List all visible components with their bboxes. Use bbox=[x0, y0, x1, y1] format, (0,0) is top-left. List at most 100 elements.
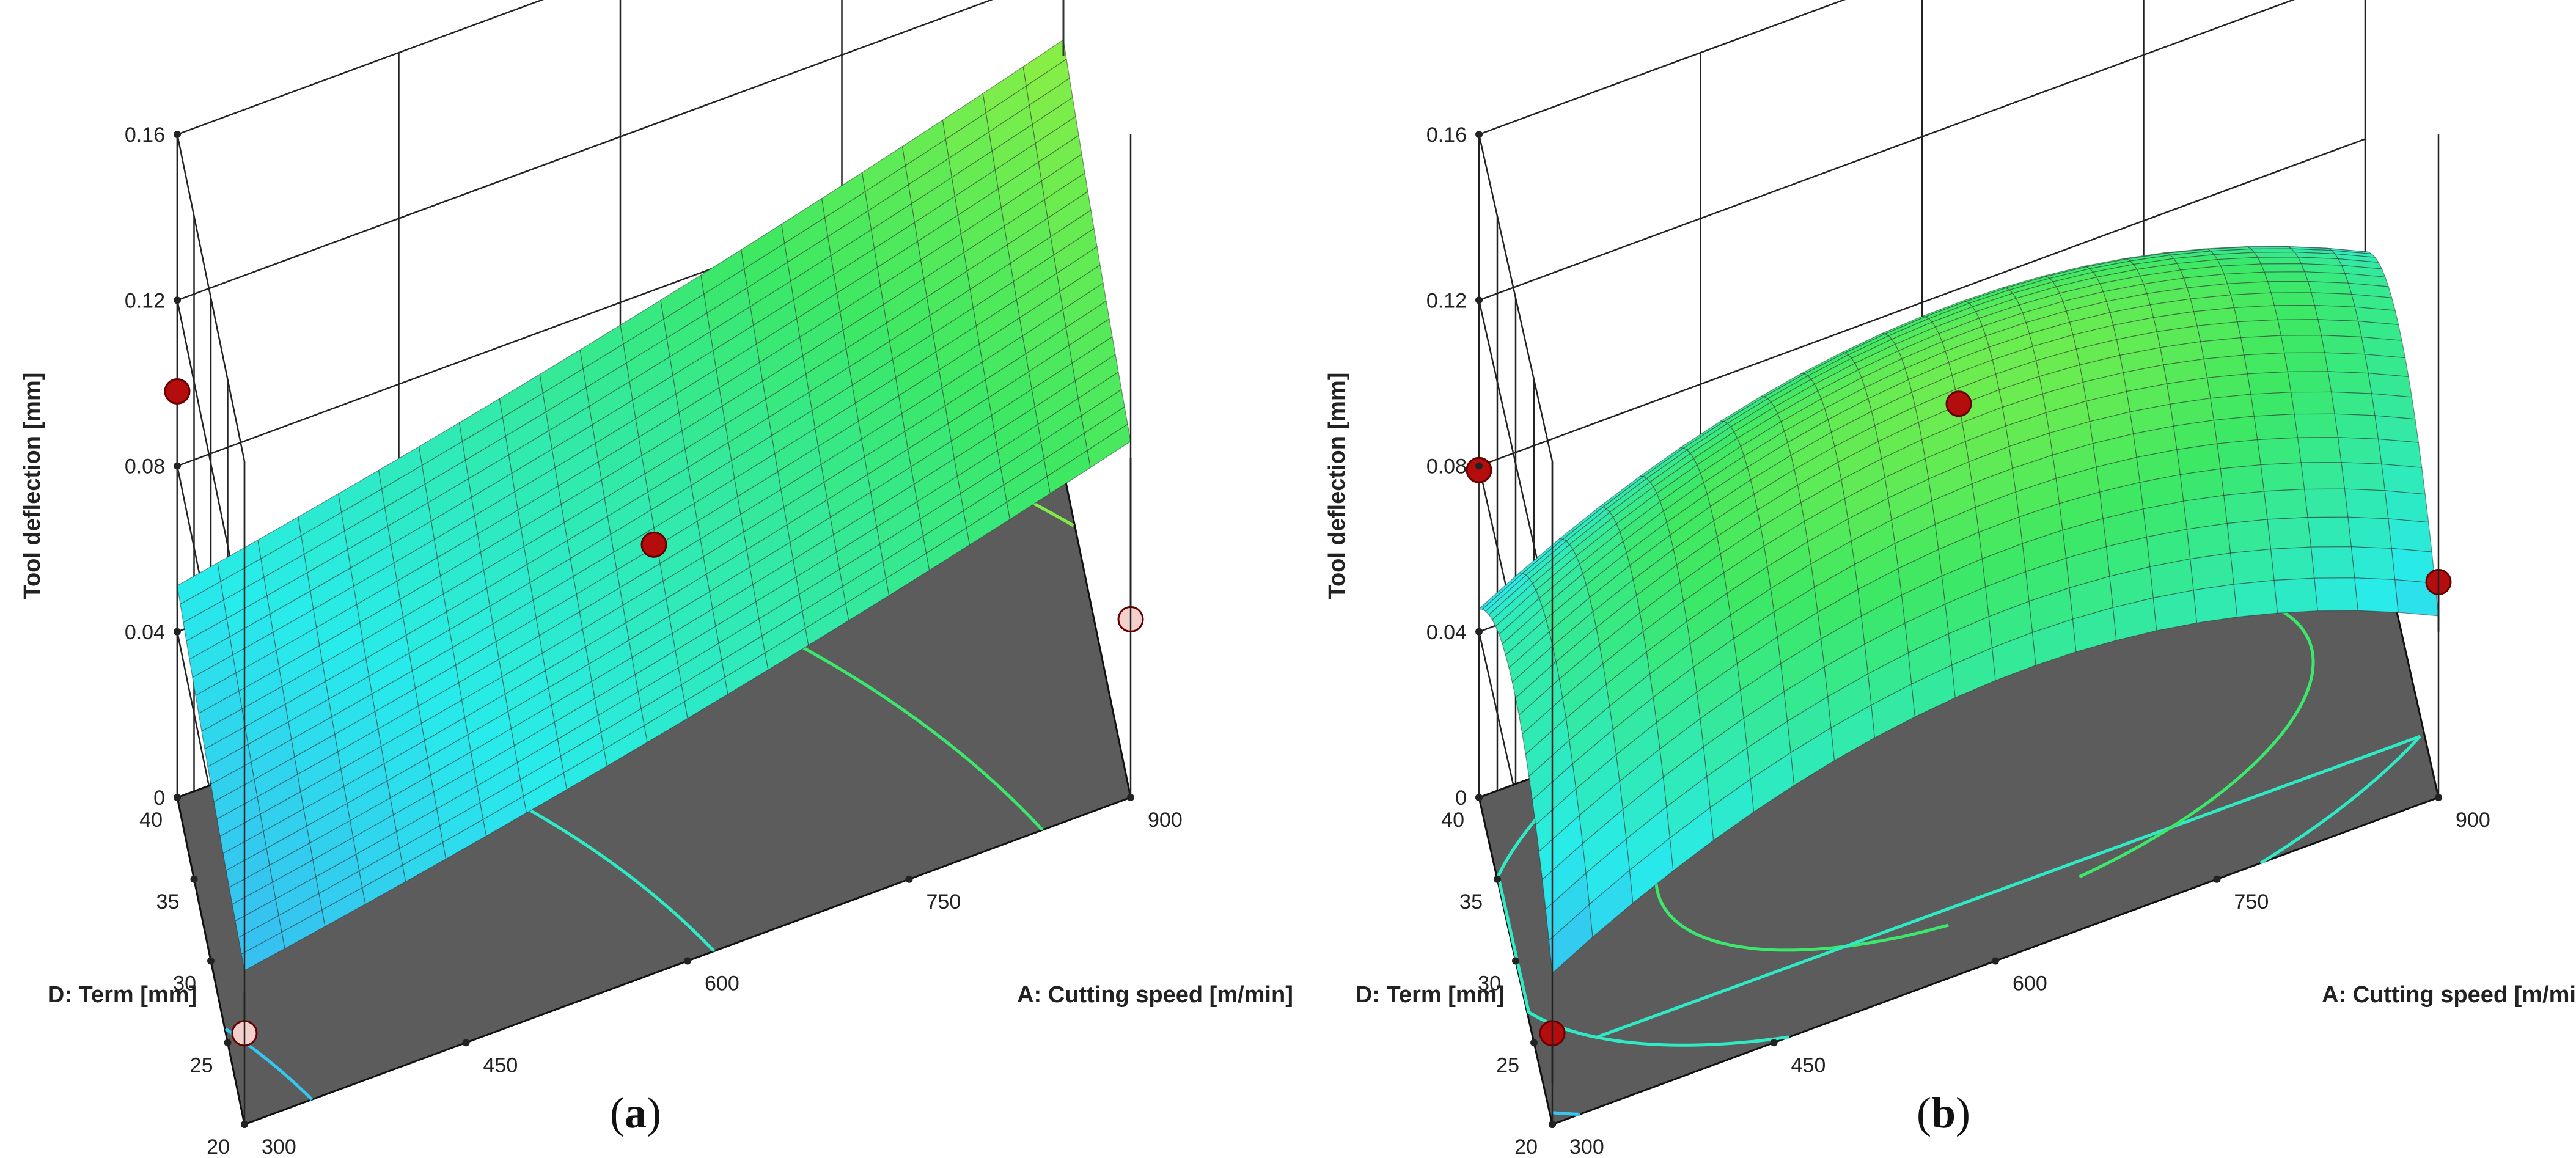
surface-cell bbox=[2240, 335, 2285, 356]
surface-cell bbox=[2314, 304, 2359, 322]
panel-a-letter: a bbox=[625, 1088, 647, 1137]
y-tick-mark bbox=[174, 794, 181, 801]
surface-cell bbox=[2230, 292, 2275, 309]
x-tick-label: 900 bbox=[2456, 808, 2490, 832]
surface-cell bbox=[2314, 577, 2358, 612]
surface-cell bbox=[2233, 579, 2278, 618]
axis-frame: 0 0.04 0.08 0.12 0.16 300 450 600 750 900 20 25 30 35… bbox=[125, 123, 1183, 1158]
surface-cell bbox=[2263, 488, 2308, 520]
surface-cell bbox=[2310, 546, 2355, 579]
x-tick-mark bbox=[684, 957, 691, 965]
design-point-marker bbox=[640, 531, 667, 558]
surface-cell bbox=[2233, 305, 2278, 323]
surface-cell bbox=[2354, 577, 2399, 613]
z-tick-mark bbox=[1475, 131, 1483, 138]
surface-cell bbox=[2260, 462, 2305, 492]
surface-cell bbox=[2330, 391, 2376, 416]
y-tick-mark bbox=[190, 875, 198, 883]
surface-cell bbox=[2253, 252, 2299, 258]
surface-cell bbox=[2277, 319, 2322, 336]
y-tick-label: 25 bbox=[190, 1054, 213, 1077]
surface-cell bbox=[2347, 516, 2392, 549]
surface-cell bbox=[2189, 552, 2234, 591]
z-tick-mark bbox=[1475, 296, 1483, 304]
surface-cell bbox=[2256, 437, 2302, 466]
x-tick-mark bbox=[1992, 957, 1999, 965]
z-tick-label: 0.04 bbox=[1426, 621, 1467, 644]
surface-cell bbox=[2247, 371, 2292, 395]
surface-cell bbox=[2344, 488, 2389, 519]
z-axis-title: Tool deflection [mm] bbox=[20, 373, 45, 599]
surface-cell bbox=[2334, 413, 2379, 440]
z-tick-mark bbox=[1475, 462, 1483, 470]
surface-cell bbox=[2257, 257, 2302, 265]
y-tick-mark bbox=[207, 957, 215, 965]
x-tick-mark bbox=[2213, 875, 2221, 883]
panel-b-chart: 0 0.04 0.08 0.12 0.16 300 450 600 750 900 20 25 30 35… bbox=[1324, 0, 2576, 1158]
x-tick-label: 600 bbox=[705, 972, 739, 995]
z-tick-mark bbox=[174, 131, 181, 138]
y-tick-mark bbox=[241, 1121, 248, 1128]
surface-cell bbox=[2244, 352, 2288, 375]
surface-cell bbox=[2270, 292, 2316, 306]
contour-line bbox=[1552, 1111, 1580, 1116]
surface-cell bbox=[2223, 491, 2268, 524]
y-tick-label: 35 bbox=[1459, 890, 1483, 914]
surface-cell bbox=[2267, 516, 2312, 550]
x-tick-label: 750 bbox=[2234, 890, 2269, 914]
y-tick-mark bbox=[224, 1039, 232, 1047]
y-tick-label: 20 bbox=[207, 1135, 230, 1158]
surface-cell bbox=[2213, 416, 2258, 444]
z-tick-mark bbox=[174, 628, 181, 636]
surface-cell bbox=[2253, 414, 2299, 441]
surface-cell bbox=[2287, 371, 2332, 393]
surface-cell bbox=[2303, 488, 2349, 518]
surface-cell bbox=[2324, 352, 2369, 374]
surface-cell bbox=[2264, 271, 2309, 282]
surface-cell bbox=[2250, 392, 2295, 417]
y-tick-mark bbox=[1549, 1121, 1556, 1128]
z-tick-mark bbox=[174, 462, 181, 470]
surface-cell bbox=[241, 931, 285, 972]
surface-cell bbox=[2384, 490, 2429, 523]
y-tick-label: 30 bbox=[1478, 972, 1501, 995]
surface-cell bbox=[2283, 352, 2328, 373]
z-tick-label: 0.16 bbox=[1426, 123, 1467, 147]
y-axis-title: D: Term [mm] bbox=[1356, 982, 1505, 1008]
surface-cell bbox=[2307, 516, 2352, 548]
surface-cell bbox=[2193, 584, 2238, 624]
z-tick-mark bbox=[174, 296, 181, 304]
x-tick-mark bbox=[2435, 794, 2442, 801]
surface-cell bbox=[2229, 548, 2275, 585]
y-tick-label: 25 bbox=[1496, 1054, 1519, 1077]
x-tick-mark bbox=[1127, 794, 1134, 801]
surface-cell bbox=[2371, 393, 2416, 420]
surface-cell bbox=[2388, 518, 2432, 552]
surface-cell bbox=[2270, 546, 2315, 581]
x-tick-mark bbox=[462, 1039, 470, 1047]
y-tick-label: 35 bbox=[156, 890, 180, 914]
z-tick-label: 0.16 bbox=[125, 123, 165, 147]
z-tick-label: 0 bbox=[153, 786, 165, 810]
y-axis-title: D: Term [mm] bbox=[48, 982, 197, 1008]
x-tick-label: 300 bbox=[1569, 1135, 1604, 1158]
surface-cell bbox=[2377, 438, 2423, 468]
y-tick-label: 40 bbox=[1441, 808, 1464, 832]
design-point-marker bbox=[1466, 456, 1492, 483]
surface-cell bbox=[2341, 462, 2385, 491]
z-tick-label: 0 bbox=[1455, 786, 1467, 810]
surface-cell bbox=[2260, 263, 2305, 273]
surface-cell bbox=[2294, 413, 2339, 438]
response-surface bbox=[1478, 246, 2439, 974]
panel-b-letter: b bbox=[1931, 1088, 1956, 1137]
surface-cell bbox=[2321, 335, 2366, 355]
z-tick-label: 0.12 bbox=[125, 289, 165, 312]
design-point-marker bbox=[1945, 390, 1972, 417]
surface-cell bbox=[2186, 522, 2231, 560]
z-tick-label: 0.08 bbox=[1426, 455, 1467, 478]
y-tick-label: 30 bbox=[173, 972, 196, 995]
surface-cell bbox=[2273, 577, 2318, 614]
surface-cell bbox=[2290, 391, 2335, 415]
z-tick-label: 0.12 bbox=[1426, 289, 1467, 312]
